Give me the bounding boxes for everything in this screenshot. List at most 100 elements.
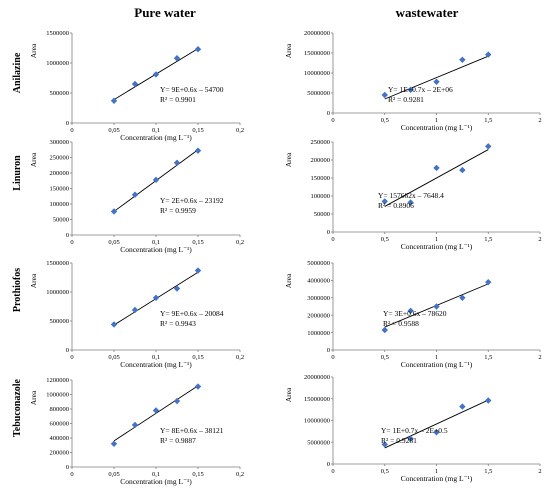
y-tick-label: 1000000 [46,392,69,399]
data-point [485,397,492,404]
y-tick-label: 4000000 [307,278,330,285]
y-tick-label: 0 [327,110,330,117]
y-tick-label: 0 [327,461,330,468]
y-tick-label: 150000 [50,186,70,193]
y-tick-label: 0 [66,347,69,354]
y-tick-label: 1200000 [46,377,69,384]
data-point [194,383,202,390]
data-point [110,321,118,328]
data-point [110,208,118,215]
x-tick-label: 0,1 [152,471,160,478]
y-tick-label: 50000 [314,211,330,218]
y-tick-label: 100000 [311,193,331,200]
data-point [152,176,160,184]
x-tick-label: 0 [331,468,334,475]
data-point [194,267,202,274]
r-squared-label: R² = 0.9281 [381,436,417,445]
y-tick-label: 50000 [53,217,69,224]
x-tick-label: 0,15 [192,127,203,134]
y-tick-label: 1000000 [307,330,330,337]
data-point [131,191,139,198]
y-tick-label: 0 [327,229,330,236]
row-title-anilazine: Anilazine [12,52,23,93]
data-point [131,306,139,314]
y-tick-label: 150000 [311,175,331,182]
y-tick-label: 400000 [50,435,70,442]
data-point [131,80,139,88]
y-tick-label: 1500000 [46,260,69,267]
data-point [194,147,202,154]
x-tick-label: 0,1 [152,239,160,246]
y-tick-label: 100000 [50,201,70,208]
data-point [407,307,414,315]
x-tick-label: 0,2 [236,127,244,134]
regression-equation: Y= 3E+0.6x – 78620 [383,309,447,318]
y-tick-label: 15000000 [304,50,330,57]
panel-pure-prothiofos: 0 500000 1000000 1500000 0 0,05 0,1 0,15 0,2 Conc… [29,260,244,369]
data-point [485,278,492,286]
x-tick-label: 0 [70,239,73,246]
y-tick-label: 1000000 [46,60,69,67]
y-tick-label: 1500000 [46,30,69,37]
x-axis-label: Concentration (mg L⁻¹) [401,474,473,483]
r-squared-label: R² = 0.9943 [160,319,196,328]
r-squared-label: R² = 0.9588 [383,319,419,328]
y-tick-label: 250000 [50,155,70,162]
x-tick-label: 1 [435,468,438,475]
x-axis-label: Concentration (mg L⁻¹) [401,123,473,132]
data-point [173,159,181,166]
y-tick-label: 200000 [50,450,70,457]
x-tick-label: 2 [538,468,541,475]
x-tick-label: 0,5 [381,468,389,475]
x-tick-label: 2 [538,236,541,243]
x-tick-label: 0,5 [381,236,389,243]
y-tick-label: 3000000 [307,295,330,302]
x-axis-label: Concentration (mg L⁻¹) [401,242,473,251]
data-point [485,143,492,150]
data-point [110,440,118,447]
data-point [407,199,414,206]
data-point [407,86,414,93]
y-tick-label: 200000 [311,157,331,164]
x-tick-label: 0,5 [381,117,389,124]
x-tick-label: 0,2 [236,471,244,478]
column-title-pure-water: Pure water [134,5,196,20]
x-tick-label: 2 [538,117,541,124]
y-tick-label: 0 [327,347,330,354]
panel-waste-tebuconazole: 0 5000000 10000000 15000000 20000000 0 0,5 1 1,5… [284,374,542,483]
regression-equation: Y= 9E+0.6x – 54700 [160,85,224,94]
data-point [110,97,118,104]
y-tick-label: 0 [66,120,69,127]
r-squared-label: R² = 0.9959 [160,206,196,215]
y-axis-label: Area [29,43,38,58]
data-point [459,56,466,63]
data-point [381,91,388,99]
y-tick-label: 250000 [311,139,331,146]
data-point [194,46,202,53]
x-tick-label: 0,15 [192,354,203,361]
trend-line [384,55,489,100]
data-point [407,435,414,442]
data-point [459,166,466,174]
x-tick-label: 0,2 [236,239,244,246]
y-tick-label: 5000000 [307,260,330,267]
y-axis-label: Area [29,273,38,288]
x-tick-label: 1 [435,354,438,361]
x-axis-label: Concentration (mg L⁻¹) [120,133,192,142]
r-squared-label: R² = 0.9281 [388,95,424,104]
regression-equation: Y= 2E+0.6x – 23192 [160,196,224,205]
r-squared-label: R² = 0.8906 [378,201,414,210]
data-point [433,78,440,85]
x-tick-label: 0,15 [192,239,203,246]
data-point [173,55,181,62]
x-tick-label: 0,15 [192,471,203,478]
y-tick-label: 2000000 [307,312,330,319]
regression-equation: Y= 1E+0.7x – 2E+06 [388,85,453,94]
x-tick-label: 1 [435,117,438,124]
regression-equation: Y= 157662x – 7648.4 [378,191,444,200]
y-axis-label: Area [29,390,38,405]
data-point [381,198,388,205]
y-tick-label: 500000 [50,318,70,325]
